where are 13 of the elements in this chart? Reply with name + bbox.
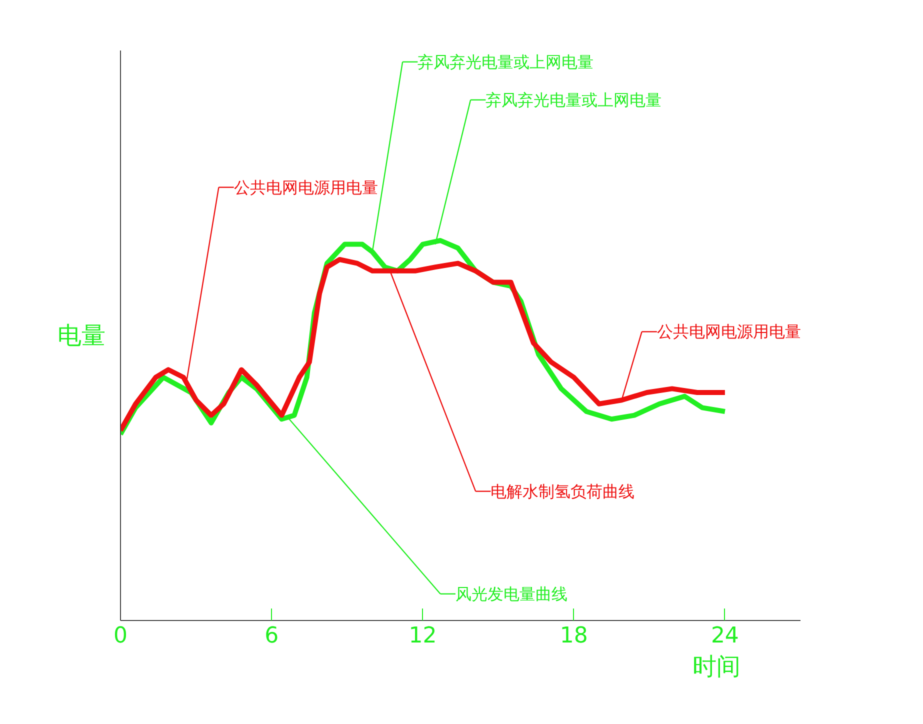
annotation: 风光发电量曲线 bbox=[455, 584, 568, 604]
annotation: 公共电网电源用电量 bbox=[656, 322, 801, 342]
x-tick-label: 24 bbox=[710, 624, 739, 648]
annotation: 弃风弃光电量或上网电量 bbox=[418, 52, 594, 72]
annotation: 公共电网电源用电量 bbox=[234, 178, 378, 197]
x-tick-label: 18 bbox=[560, 624, 588, 648]
x-tick-label: 12 bbox=[408, 624, 437, 648]
x-tick-label: 6 bbox=[264, 624, 279, 648]
x-axis-title: 时间 bbox=[692, 652, 740, 680]
annotation: 弃风弃光电量或上网电量 bbox=[486, 90, 662, 110]
x-tick-label: 0 bbox=[114, 624, 128, 648]
annotation: 电解水制氢负荷曲线 bbox=[490, 482, 635, 501]
y-axis-title: 电量 bbox=[58, 322, 106, 350]
